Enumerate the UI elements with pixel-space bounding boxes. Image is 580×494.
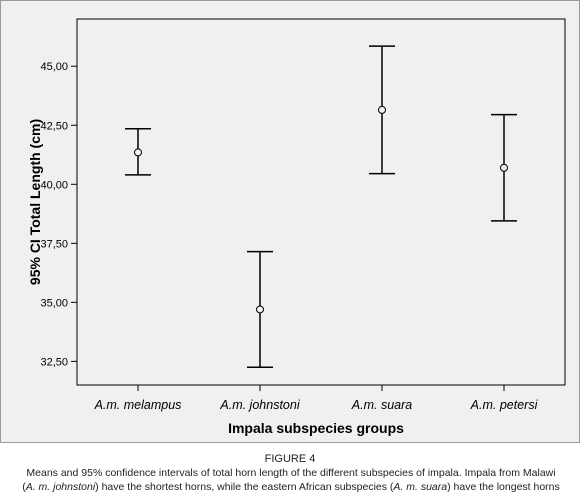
caption-text: ) have the shortest horns, while the eas… [95, 481, 394, 493]
caption-line-1: Means and 95% confidence intervals of to… [26, 467, 556, 479]
caption-text: ) have the longest horns [447, 481, 560, 493]
chart-frame: 32,50 35,00 37,50 40,00 42,50 45,00 A.m. mela… [0, 0, 580, 443]
errorbar-chart: 32,50 35,00 37,50 40,00 42,50 45,00 A.m. mela… [27, 18, 566, 436]
mean-point [378, 105, 386, 114]
y-tick-label: 45,00 [40, 61, 68, 73]
y-tick-label: 40,00 [40, 179, 68, 191]
x-tick-label: A.m. johnstoni [219, 398, 300, 412]
plot-area [76, 18, 566, 386]
x-tick-label: A.m. melampus [94, 398, 182, 412]
x-axis-title: Impala subspecies groups [228, 420, 404, 436]
figure-caption: Means and 95% confidence intervals of to… [4, 466, 578, 494]
y-tick-label: 32,50 [40, 356, 68, 368]
mean-point [500, 163, 508, 172]
figure-label: FIGURE 4 [264, 453, 316, 465]
x-tick-label: A.m. petersi [470, 398, 539, 412]
mean-point [256, 305, 264, 314]
caption-text: ( [22, 481, 26, 493]
x-tick-label: A.m. suara [351, 398, 412, 412]
caption-line-2: (A. m. johnstoni) have the shortest horn… [4, 480, 578, 494]
caption-species-suara: A. m. suara [393, 481, 448, 493]
y-tick-label: 37,50 [40, 238, 68, 250]
caption-species-johnstoni: A. m. johnstoni [25, 481, 96, 493]
y-tick-label: 35,00 [40, 297, 68, 309]
y-axis-title: 95% CI Total Length (cm) [27, 119, 43, 285]
mean-point [134, 148, 142, 157]
y-tick-label: 42,50 [40, 120, 68, 132]
